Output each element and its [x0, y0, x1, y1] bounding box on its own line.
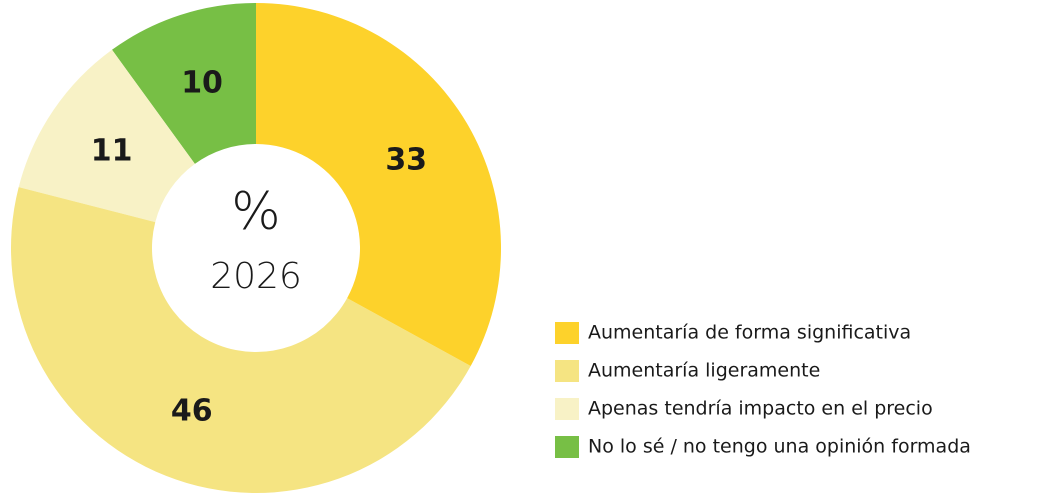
value-label: 46: [171, 394, 213, 429]
legend-label: No lo sé / no tengo una opinión formada: [588, 436, 971, 458]
legend-label: Aumentaría ligeramente: [588, 360, 820, 382]
value-label: 11: [91, 133, 133, 168]
legend-swatch: [555, 322, 579, 344]
center-sublabel: 2026: [210, 256, 302, 297]
value-label: 10: [181, 66, 223, 101]
legend-swatch: [555, 360, 579, 382]
donut-slice: [256, 3, 501, 367]
legend-label: Apenas tendría impacto en el precio: [588, 398, 933, 420]
donut-slice: [10, 187, 471, 493]
donut-slice: [18, 49, 195, 223]
legend-swatch: [555, 398, 579, 420]
legend-swatch: [555, 436, 579, 458]
donut-slice: [111, 3, 256, 164]
center-label: %: [231, 182, 280, 242]
value-label: 33: [385, 143, 427, 178]
legend-label: Aumentaría de forma significativa: [588, 322, 911, 344]
